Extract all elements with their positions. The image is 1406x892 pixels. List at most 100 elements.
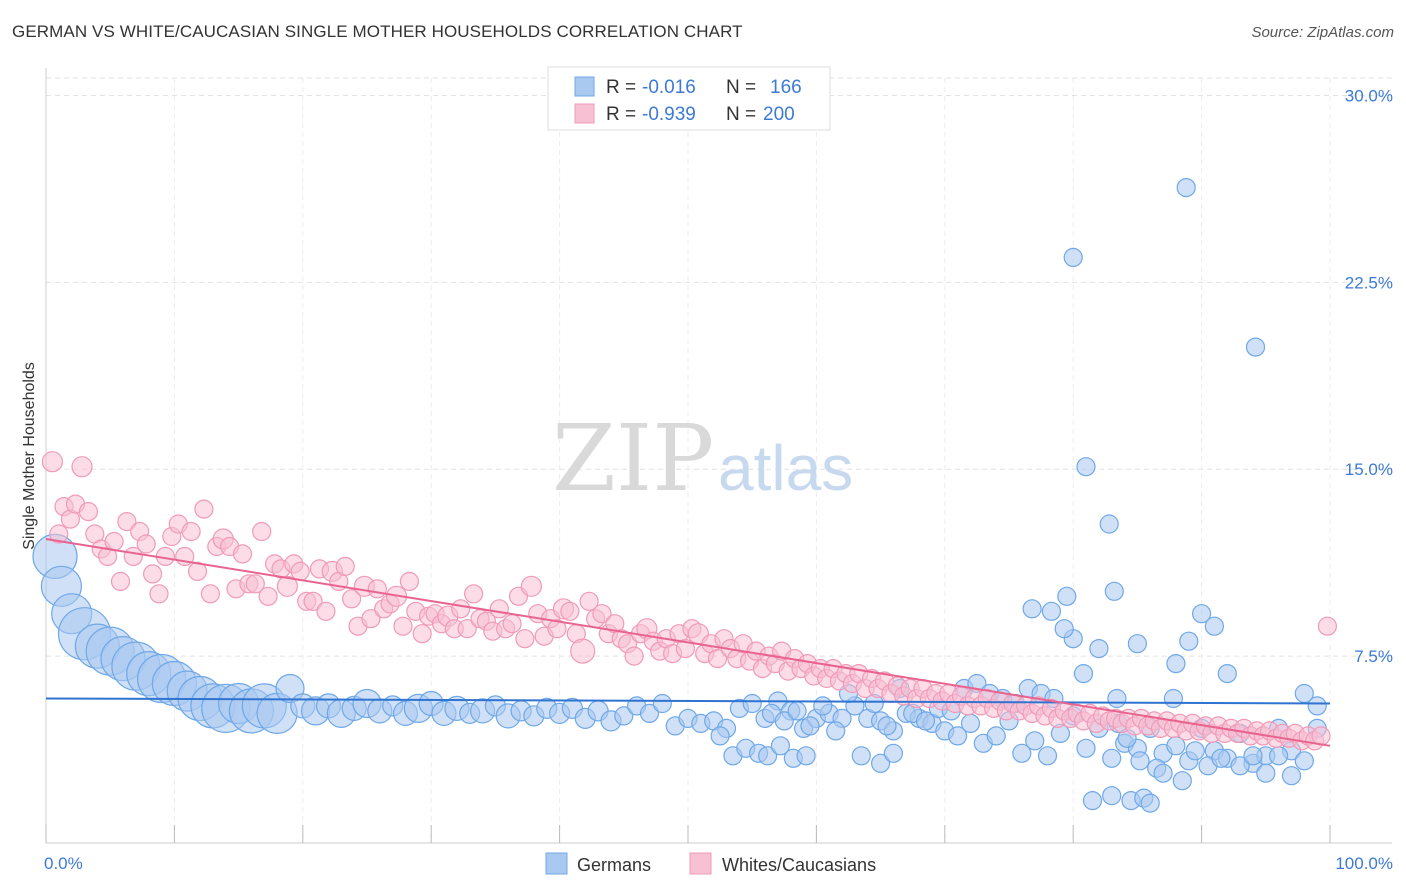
whites-point — [457, 619, 477, 639]
germans-point — [1172, 771, 1192, 791]
germans-point — [1166, 653, 1186, 674]
legend-r-label-germans: R = — [606, 77, 636, 98]
source-label: Source: ZipAtlas.com — [1251, 24, 1394, 41]
whites-point — [71, 456, 93, 478]
germans-point — [757, 746, 778, 766]
whites-point — [412, 624, 432, 644]
whites-point — [149, 584, 169, 604]
legend-n-value-germans: 166 — [770, 77, 802, 98]
gridlines — [46, 77, 1392, 843]
germans-point — [813, 696, 833, 716]
germans-point — [1217, 663, 1237, 684]
trend-lines — [45, 538, 1331, 747]
whites-point — [143, 564, 163, 584]
germans-point — [1127, 634, 1148, 654]
whites-point — [579, 591, 599, 611]
whites-point — [49, 524, 69, 544]
germans-point — [1230, 756, 1250, 776]
germans-point — [742, 693, 762, 714]
watermark-zip: ZIP — [552, 405, 714, 512]
whites-point — [1311, 726, 1331, 746]
germans-point — [1204, 616, 1225, 636]
legend-r-value-germans: -0.016 — [642, 77, 696, 98]
bottom-legend-swatch-whites — [689, 852, 712, 875]
germans-point — [796, 746, 816, 766]
whites-point — [592, 604, 612, 624]
germans-point — [614, 706, 634, 726]
germans-point — [1179, 631, 1199, 651]
germans-trend-line — [45, 697, 1331, 705]
legend-r-label-whites: R = — [606, 104, 636, 125]
whites-point — [276, 575, 298, 597]
bottom-legend: Germans Whites/Caucasians — [545, 852, 876, 875]
bottom-legend-swatch-germans — [545, 852, 568, 875]
germans-point — [1054, 619, 1074, 639]
germans-point — [1185, 741, 1205, 761]
whites-point — [547, 619, 567, 639]
germans-point — [1307, 696, 1327, 716]
whites-point — [316, 601, 336, 621]
legend-box — [547, 66, 831, 131]
germans-point — [1107, 688, 1127, 709]
germans-point — [1176, 178, 1196, 198]
legend: R = -0.016 N = 166 R = -0.939 N = 200 — [547, 66, 831, 131]
whites-point — [451, 599, 471, 619]
whites-point — [303, 591, 323, 611]
whites-point — [393, 616, 413, 636]
germans-point — [870, 753, 891, 773]
whites-point — [104, 531, 124, 552]
germans-point — [1211, 748, 1231, 768]
bottom-legend-label-germans: Germans — [577, 855, 651, 875]
y-tick-label: 15.0% — [1345, 460, 1393, 479]
germans-point — [1099, 514, 1119, 534]
legend-n-label-germans: N = — [726, 77, 756, 98]
series-whites-points — [41, 451, 1338, 751]
whites-point — [258, 586, 278, 606]
whites-point — [194, 499, 214, 519]
whites-point — [110, 571, 131, 592]
legend-swatch-germans — [574, 76, 595, 97]
whites-point — [624, 646, 644, 666]
germans-point — [1041, 601, 1062, 621]
germans-point — [1140, 793, 1160, 813]
germans-point — [1245, 337, 1266, 357]
whites-point — [335, 556, 355, 577]
germans-point — [1243, 746, 1263, 766]
whites-point — [560, 601, 580, 621]
watermark: ZIP atlas — [552, 405, 853, 512]
x-tick-label-max: 100.0% — [1335, 854, 1393, 873]
germans-point — [1104, 581, 1124, 601]
germans-point — [1073, 663, 1094, 684]
whites-point — [502, 614, 522, 634]
germans-point — [800, 716, 820, 736]
germans-point — [1057, 586, 1077, 606]
legend-n-value-whites: 200 — [763, 104, 795, 125]
whites-point — [464, 584, 484, 604]
chart-title: GERMAN VS WHITE/CAUCASIAN SINGLE MOTHER … — [12, 22, 743, 41]
y-axis-label: Single Mother Households — [21, 362, 38, 550]
germans-point — [1082, 790, 1103, 811]
germans-point — [639, 703, 660, 724]
legend-swatch-whites — [574, 103, 595, 124]
germans-point — [960, 713, 981, 734]
y-tick-labels: 7.5% 15.0% 22.5% 30.0% — [1345, 86, 1393, 666]
legend-n-label-whites: N = — [726, 104, 756, 125]
y-tick-label: 22.5% — [1345, 273, 1393, 292]
germans-point — [851, 746, 871, 766]
whites-point — [399, 571, 419, 592]
germans-point — [1191, 604, 1212, 624]
whites-point — [232, 544, 253, 564]
germans-point — [1022, 599, 1042, 619]
whites-point — [136, 534, 156, 554]
whites-point — [78, 502, 99, 522]
germans-point — [1130, 751, 1150, 771]
germans-point — [1102, 748, 1122, 768]
whites-point — [489, 599, 509, 619]
germans-point — [1037, 746, 1058, 766]
germans-point — [770, 736, 791, 756]
whites-point — [361, 609, 381, 629]
germans-point — [1012, 743, 1032, 763]
whites-point — [41, 451, 64, 473]
whites-point — [290, 561, 310, 582]
